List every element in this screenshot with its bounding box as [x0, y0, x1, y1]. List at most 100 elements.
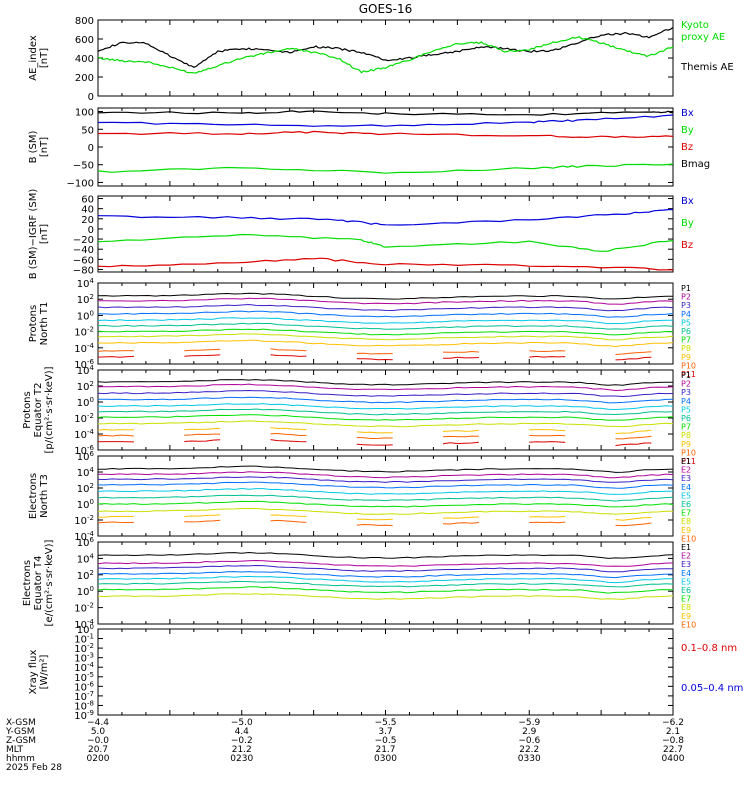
ephemeris-value: −5.9	[518, 718, 540, 728]
legend-label: P1	[681, 371, 691, 380]
series-line-bmag	[97, 110, 674, 116]
ephemeris-value: 0200	[87, 754, 110, 764]
legend-label: E7	[681, 509, 691, 518]
y-tick-label: 102	[77, 482, 94, 495]
ephemeris-row-label: Z-GSM	[6, 736, 36, 746]
legend-label: P7	[681, 336, 691, 345]
ephemeris-date: 2025 Feb 28	[6, 763, 62, 773]
channel-line-9	[97, 339, 674, 348]
legend-label: E2	[681, 466, 691, 475]
channel-line-8	[97, 420, 674, 428]
channel-line-7	[97, 328, 674, 336]
channel-line-7	[97, 414, 674, 421]
channel-line-4	[97, 571, 673, 579]
channel-line-6	[97, 322, 674, 330]
panel-frame	[97, 628, 674, 716]
channel-line-11	[97, 354, 652, 361]
ephemeris-value: 0400	[662, 754, 685, 764]
channel-line-11	[97, 439, 652, 446]
channel-line-6	[97, 408, 674, 416]
y-tick-label: 10-2	[74, 602, 94, 615]
legend-label: E1	[681, 457, 691, 466]
channel-line-2	[97, 297, 674, 305]
y-tick-label: −20	[73, 235, 94, 246]
legend-label: P10	[681, 448, 696, 457]
ephemeris-value: 22.2	[519, 745, 539, 755]
y-axis-label: Xray flux[W/m²]	[28, 650, 50, 695]
channel-line-5	[97, 317, 673, 325]
y-tick-label: −100	[67, 178, 94, 189]
panel-frame	[97, 19, 674, 97]
y-tick-label: 100	[77, 585, 94, 598]
legend-label: P8	[681, 344, 691, 353]
y-tick-label: −50	[73, 161, 94, 172]
y-tick-label: 50	[81, 125, 94, 136]
channel-line-4	[97, 310, 674, 318]
legend-label: E5	[681, 577, 691, 586]
legend-label: Bz	[681, 142, 693, 153]
legend-label: E4	[681, 483, 691, 492]
legend-label: E8	[681, 603, 691, 612]
channel-line-8	[97, 333, 674, 341]
y-tick-label: 0	[88, 143, 94, 154]
legend-label: 0.05–0.4 nm	[681, 683, 743, 694]
channel-line-2	[98, 471, 674, 479]
y-tick-label: −40	[73, 245, 94, 256]
y-tick-label: 400	[75, 54, 94, 65]
series-line-kyoto-proxy-ae	[97, 36, 674, 74]
y-tick-label: 600	[75, 35, 94, 46]
y-tick-label: 40	[81, 205, 94, 216]
y-tick-label: 102	[77, 569, 94, 582]
y-tick-label: 104	[77, 364, 95, 377]
legend-label: E10	[681, 534, 696, 543]
panel-bsm: −100 −50 0 50 100 B (SM)[nT] Bx By Bz Bmag	[28, 107, 710, 189]
y-tick-label: 200	[75, 73, 94, 84]
legend-label: By	[681, 218, 694, 229]
channel-line-4	[97, 481, 674, 489]
y-tick-label: 0	[88, 225, 94, 236]
y-tick-label: 0	[88, 92, 94, 103]
legend-label: P7	[681, 423, 691, 432]
ephemeris-value: −5.5	[375, 718, 397, 728]
y-tick-label: 106	[77, 450, 95, 463]
ephemeris-value: −0.2	[231, 736, 253, 746]
channel-line-10	[97, 519, 652, 527]
ephemeris-value: 2.9	[522, 727, 537, 737]
ephemeris-value: −5.0	[231, 718, 253, 728]
panel-xray: 10010-110-210-310-410-510-610-710-810-9X…	[28, 623, 743, 722]
legend-label: P8	[681, 431, 691, 440]
channel-line-9	[97, 514, 652, 521]
ephemeris-value: 0300	[374, 754, 397, 764]
y-tick-label: −80	[73, 265, 94, 276]
y-tick-label: 800	[75, 16, 94, 27]
y-tick-label: 10-2	[74, 514, 94, 527]
y-axis-label: ElectronsNorth T3	[28, 473, 50, 519]
channel-line-1	[98, 465, 674, 473]
series-line-bx	[97, 208, 674, 226]
legend-label: proxy AE	[681, 32, 725, 43]
y-axis-label: ElectronsEquator T4[e/(cm²·s·sr·keV)]	[22, 539, 55, 626]
legend-label: P1	[681, 284, 691, 293]
legend-label: Themis AE	[680, 62, 734, 73]
channel-line-7	[97, 586, 674, 594]
legend-label: E6	[681, 586, 691, 595]
legend-label: Kyoto	[681, 20, 709, 31]
y-tick-label: 10-4	[74, 342, 94, 355]
legend-label: P9	[681, 353, 691, 362]
legend-label: E2	[681, 552, 691, 561]
y-axis-label: B (SM)[nT]	[28, 130, 50, 163]
legend-label: P10	[681, 361, 696, 370]
legend-label: 0.1–0.8 nm	[681, 643, 737, 654]
y-tick-label: 104	[77, 466, 95, 479]
y-tick-label: 10-4	[74, 428, 94, 441]
ephemeris-row-label: Y-GSM	[5, 727, 34, 737]
channel-line-6	[97, 580, 674, 588]
legend-label: P2	[681, 293, 691, 302]
ephemeris-value: −0.0	[87, 736, 109, 746]
ephemeris-value: −4.4	[87, 718, 109, 728]
y-axis-label: ProtonsNorth T1	[28, 302, 50, 346]
